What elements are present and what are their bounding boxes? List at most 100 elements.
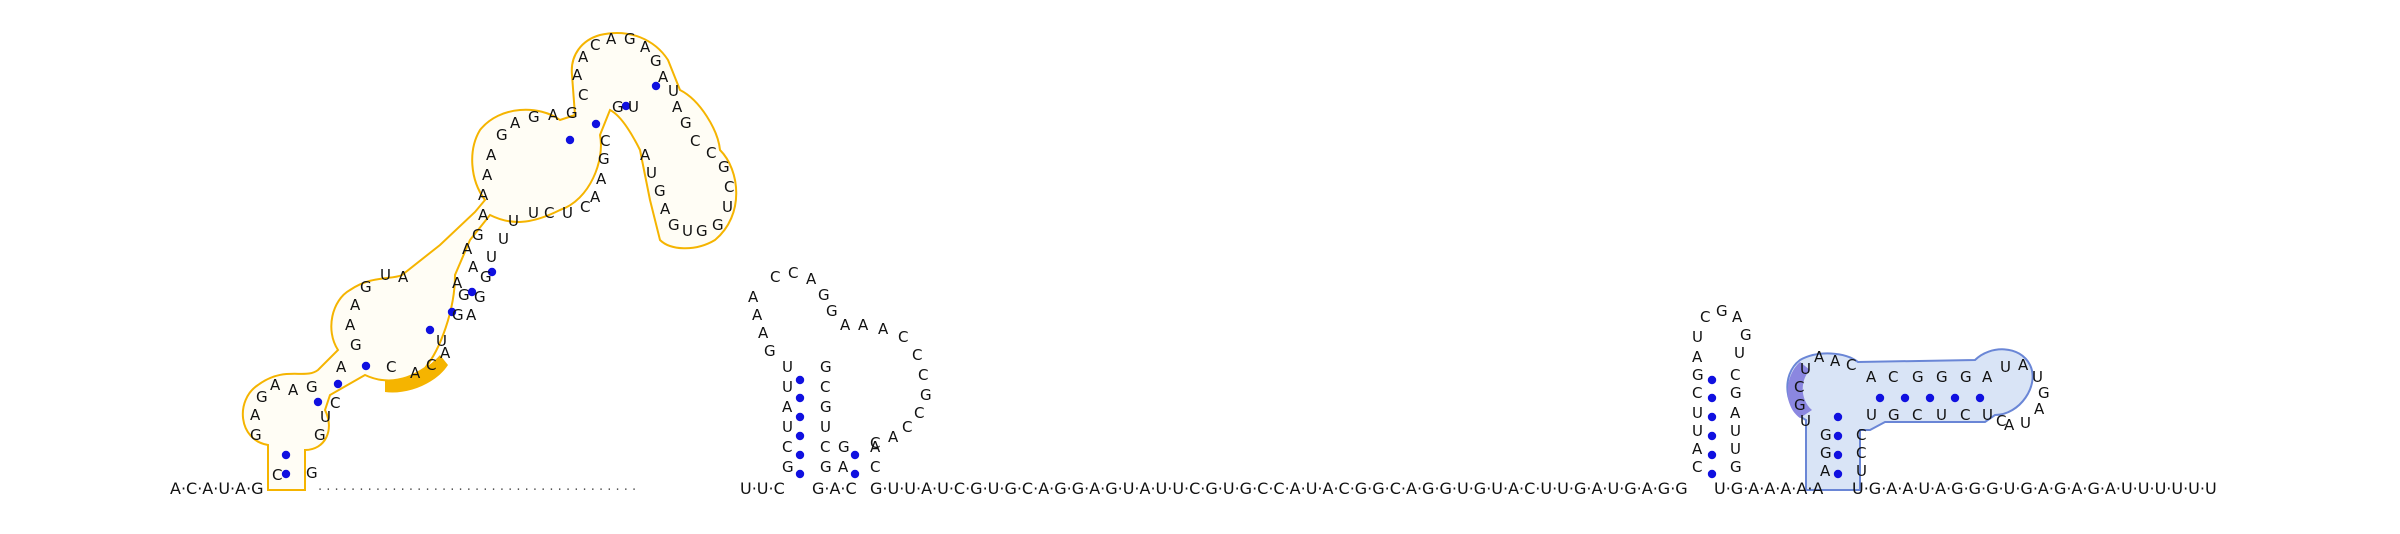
nucleotide: G xyxy=(820,358,832,376)
nucleotide: G xyxy=(598,150,610,168)
nucleotide: A xyxy=(462,240,473,258)
base-pair-dot xyxy=(651,81,661,91)
nucleotide: A xyxy=(1866,368,1877,386)
backbone-mid-1: U·U·C xyxy=(740,479,785,498)
nucleotide: G xyxy=(1820,444,1832,462)
nucleotide: G xyxy=(528,108,540,126)
base-pair-dot xyxy=(795,469,805,479)
nucleotide: C xyxy=(902,418,912,436)
base-pair-dot xyxy=(1833,450,1843,460)
nucleotide: C xyxy=(426,356,436,374)
base-pair-dot xyxy=(591,119,601,129)
nucleotide: A xyxy=(752,306,763,324)
nucleotide: U xyxy=(628,98,639,116)
nucleotide: A xyxy=(858,316,869,334)
nucleotide: A xyxy=(466,306,477,324)
base-pair-dot xyxy=(1950,393,1960,403)
base-pair-dot xyxy=(425,325,435,335)
nucleotide: A xyxy=(1830,352,1841,370)
nucleotide: C xyxy=(870,458,880,476)
nucleotide: C xyxy=(1692,458,1702,476)
base-pair-dot xyxy=(1833,469,1843,479)
nucleotide: C xyxy=(782,438,792,456)
base-pair-dots xyxy=(281,81,1985,479)
nucleotide: A xyxy=(288,381,299,399)
nucleotide: A xyxy=(250,406,261,424)
nucleotide: U xyxy=(380,266,391,284)
nucleotide: C xyxy=(914,404,924,422)
nucleotide: A xyxy=(440,344,451,362)
nucleotide: G xyxy=(360,278,372,296)
nucleotide: G xyxy=(1716,302,1728,320)
backbone-right-end: U·G·A·A·U·A·G·G·G·U·G·A·G·A·G·A·U·U·U·U·… xyxy=(1852,479,2217,498)
nucleotide: G xyxy=(826,302,838,320)
nucleotide: G xyxy=(472,226,484,244)
base-pair-dot xyxy=(1707,450,1717,460)
nucleotide: C xyxy=(898,328,908,346)
nucleotide: C xyxy=(1856,426,1866,444)
nucleotide: C xyxy=(590,36,600,54)
nucleotide: A xyxy=(336,358,347,376)
base-pair-dot xyxy=(1900,393,1910,403)
nucleotide: G xyxy=(612,98,624,116)
nucleotide: C xyxy=(724,178,734,196)
nucleotide: C xyxy=(1912,406,1922,424)
base-pair-dot xyxy=(795,450,805,460)
base-pair-dot xyxy=(1875,393,1885,403)
nucleotide: A xyxy=(840,316,851,334)
base-pair-dot xyxy=(1707,393,1717,403)
nucleotide: G xyxy=(818,286,830,304)
nucleotide: U xyxy=(1866,406,1877,424)
nucleotide: C xyxy=(918,366,928,384)
nucleotide: A xyxy=(350,296,361,314)
nucleotide: G xyxy=(566,104,578,122)
nucleotide: C xyxy=(580,198,590,216)
nucleotide: G xyxy=(474,288,486,306)
nucleotide: A xyxy=(878,320,889,338)
nucleotide: C xyxy=(272,466,282,484)
nucleotide: G xyxy=(680,114,692,132)
nucleotide: A xyxy=(345,316,356,334)
nucleotide: C xyxy=(1960,406,1970,424)
nucleotide: G xyxy=(668,216,680,234)
blue-highlight-outline xyxy=(1786,348,2034,491)
base-pair-dot xyxy=(333,379,343,389)
nucleotide: G xyxy=(764,342,776,360)
nucleotide: U xyxy=(1800,412,1811,430)
nucleotide: U xyxy=(782,358,793,376)
base-pair-dot xyxy=(795,375,805,385)
nucleotide: U xyxy=(1936,406,1947,424)
nucleotide: U xyxy=(562,204,573,222)
purple-accent-segment xyxy=(1787,362,1812,418)
blue-highlight-group xyxy=(1786,348,2034,491)
nucleotide: A xyxy=(672,98,683,116)
nucleotide: U xyxy=(1730,440,1741,458)
nucleotide: C xyxy=(1856,444,1866,462)
nucleotide: A xyxy=(578,48,589,66)
nucleotide: C xyxy=(1888,368,1898,386)
nucleotide: A xyxy=(660,200,671,218)
nucleotide: G xyxy=(452,306,464,324)
nucleotide: G xyxy=(1912,368,1924,386)
nucleotide: G xyxy=(820,458,832,476)
backbone-dotted-linker: · · · · · · · · · · · · · · · · · · · · … xyxy=(318,483,636,498)
nucleotide: A xyxy=(870,438,881,456)
nucleotide: C xyxy=(912,346,922,364)
nucleotide: U xyxy=(646,164,657,182)
nucleotide: U xyxy=(2020,414,2031,432)
orange-accent-segment xyxy=(385,355,448,393)
nucleotide: A xyxy=(590,188,601,206)
nucleotide: G xyxy=(480,268,492,286)
nucleotide: A xyxy=(572,66,583,84)
nucleotide: U xyxy=(486,248,497,266)
nucleotide: G xyxy=(654,182,666,200)
nucleotide: G xyxy=(350,336,362,354)
nucleotide: A xyxy=(806,270,817,288)
nucleotide: A xyxy=(1730,404,1741,422)
nucleotide: G xyxy=(1730,458,1742,476)
nucleotide: G xyxy=(256,388,268,406)
nucleotide: A xyxy=(640,146,651,164)
nucleotide: C xyxy=(690,132,700,150)
